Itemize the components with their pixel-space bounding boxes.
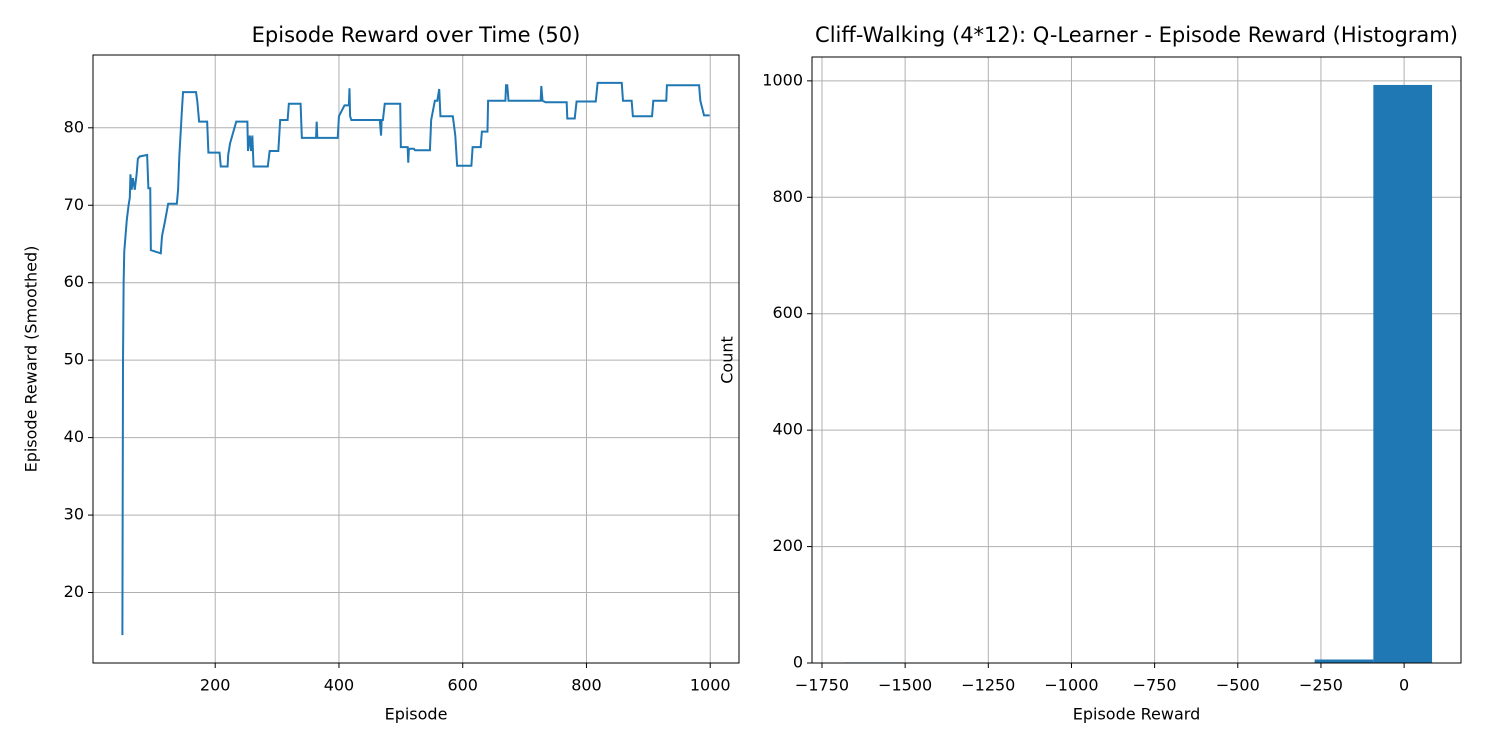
x-tick-label: −1750 bbox=[795, 676, 849, 695]
y-axis-label: Count bbox=[718, 336, 737, 384]
y-tick-label: 40 bbox=[64, 427, 84, 446]
y-tick-label: 80 bbox=[64, 117, 84, 136]
x-tick-label: 400 bbox=[324, 676, 355, 695]
chart: Cliff-Walking (4*12): Q-Learner - Episod… bbox=[718, 23, 1462, 724]
x-axis-label: Episode Reward bbox=[1073, 705, 1201, 724]
y-tick-label: 1000 bbox=[762, 70, 803, 89]
x-tick-label: 800 bbox=[571, 676, 602, 695]
histogram-bar bbox=[1373, 84, 1433, 663]
x-tick-label: 600 bbox=[447, 676, 478, 695]
chart-title: Episode Reward over Time (50) bbox=[252, 23, 581, 47]
y-axis-label: Episode Reward (Smoothed) bbox=[22, 246, 41, 473]
x-axis-label: Episode bbox=[385, 705, 448, 724]
x-tick-label: −750 bbox=[1133, 676, 1177, 695]
plot-frame bbox=[811, 56, 1462, 664]
x-tick-label: −1250 bbox=[961, 676, 1015, 695]
x-tick-label: −250 bbox=[1299, 676, 1343, 695]
x-tick-label: 0 bbox=[1399, 676, 1409, 695]
y-tick-label: 70 bbox=[64, 195, 84, 214]
x-tick-label: −1500 bbox=[878, 676, 932, 695]
x-tick-label: −500 bbox=[1216, 676, 1260, 695]
chart: Episode Reward over Time (50) Episode Epis… bbox=[22, 23, 740, 724]
y-tick-label: 20 bbox=[64, 582, 84, 601]
y-tick-label: 50 bbox=[64, 350, 84, 369]
y-tick-label: 400 bbox=[772, 420, 803, 439]
x-tick-label: −1000 bbox=[1044, 676, 1098, 695]
y-tick-label: 30 bbox=[64, 505, 84, 524]
chart-title: Cliff-Walking (4*12): Q-Learner - Episod… bbox=[815, 23, 1458, 47]
plot-frame bbox=[92, 54, 740, 664]
y-tick-label: 60 bbox=[64, 272, 84, 291]
y-tick-label: 200 bbox=[772, 536, 803, 555]
x-tick-label: 1000 bbox=[690, 676, 731, 695]
line-series bbox=[121, 81, 710, 636]
histogram-bar bbox=[1314, 659, 1374, 663]
y-tick-label: 0 bbox=[793, 653, 803, 672]
y-tick-label: 600 bbox=[772, 303, 803, 322]
y-tick-label: 800 bbox=[772, 187, 803, 206]
x-tick-label: 200 bbox=[200, 676, 231, 695]
